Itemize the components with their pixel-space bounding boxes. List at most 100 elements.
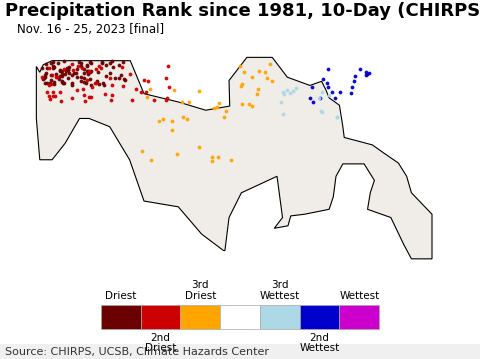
Point — [240, 70, 248, 75]
Point — [162, 97, 170, 103]
Point — [165, 84, 173, 89]
Point — [351, 73, 359, 79]
Point — [144, 78, 152, 84]
Point — [350, 78, 358, 84]
Point — [120, 83, 127, 89]
Point — [93, 79, 101, 84]
Point — [238, 102, 246, 107]
Point — [111, 75, 119, 80]
Point — [319, 76, 327, 82]
Point — [38, 75, 46, 80]
Point — [283, 88, 290, 93]
Point — [168, 127, 176, 132]
Point — [44, 65, 51, 71]
Point — [50, 64, 58, 70]
Point — [75, 59, 83, 65]
Point — [366, 70, 373, 76]
Point — [58, 68, 65, 74]
Point — [41, 74, 48, 80]
Point — [150, 97, 157, 103]
Point — [77, 78, 84, 84]
Point — [362, 69, 370, 75]
Bar — [260, 304, 300, 329]
Point — [306, 95, 313, 101]
Point — [121, 77, 129, 83]
Point — [51, 93, 59, 99]
Point — [195, 144, 203, 150]
Point — [137, 89, 145, 95]
Point — [101, 92, 108, 97]
Polygon shape — [36, 57, 432, 259]
Point — [108, 58, 116, 64]
Bar — [220, 304, 260, 329]
Point — [331, 95, 338, 101]
Point — [57, 73, 64, 79]
Point — [143, 94, 151, 100]
Point — [42, 72, 49, 78]
Point — [222, 108, 230, 113]
Point — [43, 70, 50, 76]
Point — [49, 89, 57, 94]
Point — [55, 76, 63, 82]
Point — [324, 84, 332, 90]
Point — [60, 66, 68, 72]
Point — [170, 87, 178, 93]
Point — [80, 79, 88, 85]
Point — [210, 105, 218, 111]
Point — [309, 99, 316, 104]
Point — [99, 80, 107, 86]
Point — [214, 154, 222, 160]
Point — [316, 95, 324, 101]
Text: Driest: Driest — [105, 291, 136, 301]
Point — [236, 63, 244, 69]
Point — [248, 74, 256, 80]
Point — [279, 112, 287, 117]
Point — [87, 94, 95, 100]
Point — [168, 118, 176, 123]
Point — [163, 75, 170, 80]
Point — [52, 74, 60, 80]
Point — [126, 71, 134, 77]
Point — [39, 76, 47, 81]
Point — [363, 71, 371, 77]
Point — [106, 70, 114, 75]
Point — [266, 61, 274, 67]
Point — [69, 61, 76, 67]
Point — [159, 116, 167, 122]
Point — [86, 69, 94, 75]
Point — [45, 93, 52, 99]
Point — [238, 81, 246, 87]
Point — [246, 101, 253, 107]
Point — [120, 76, 128, 82]
Point — [50, 81, 58, 87]
Point — [318, 109, 325, 115]
Point — [102, 73, 109, 79]
Point — [228, 157, 235, 163]
Point — [183, 116, 191, 122]
Point — [347, 90, 355, 95]
Point — [128, 97, 135, 103]
Point — [57, 89, 64, 95]
Point — [48, 60, 55, 66]
Point — [46, 80, 54, 86]
Point — [84, 77, 91, 83]
Point — [56, 67, 64, 73]
Point — [80, 76, 88, 81]
Point — [68, 82, 75, 88]
Point — [77, 64, 84, 69]
Point — [277, 99, 285, 105]
Point — [98, 60, 106, 66]
Point — [163, 95, 171, 101]
Point — [109, 64, 117, 70]
Point — [64, 66, 72, 72]
Point — [115, 62, 122, 68]
Point — [333, 114, 340, 120]
Point — [50, 79, 58, 85]
Text: 2nd
Wettest: 2nd Wettest — [300, 332, 340, 353]
Point — [64, 67, 72, 73]
Point — [92, 66, 100, 71]
Point — [98, 59, 106, 65]
Point — [165, 63, 172, 69]
Point — [323, 80, 331, 85]
Point — [69, 67, 77, 73]
